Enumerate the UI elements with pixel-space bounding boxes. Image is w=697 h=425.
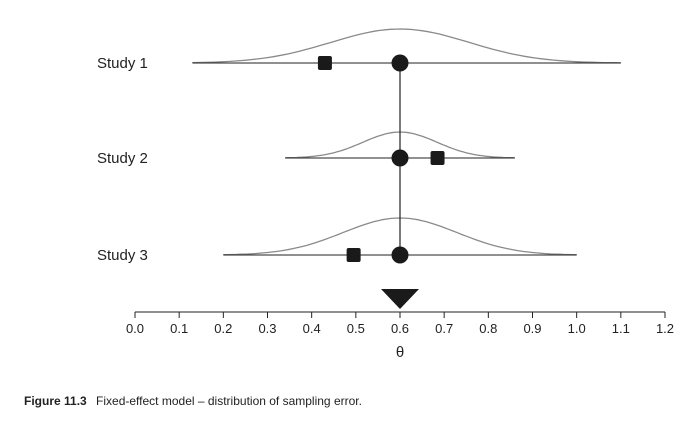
x-tick-label-6: 0.6 [391, 321, 409, 336]
x-tick-label-8: 0.8 [479, 321, 497, 336]
x-tick-label-9: 0.9 [523, 321, 541, 336]
x-tick-label-5: 0.5 [347, 321, 365, 336]
x-tick-label-7: 0.7 [435, 321, 453, 336]
caption-label: Figure 11.3 [24, 394, 87, 408]
observed-effect-square-study-1 [317, 56, 332, 70]
observed-effect-square-study-2 [430, 151, 445, 165]
summary-effect-triangle [381, 289, 419, 309]
x-axis: 0.0 0.1 0.2 0.3 0.4 0.5 0.6 0.7 0.8 0.9 1.0 1.1 1.2 [126, 311, 674, 336]
study-label-3: Study 3 [97, 247, 148, 264]
observed-effect-square-study-3 [346, 248, 361, 262]
true-effect-circle-study-2 [391, 149, 409, 167]
x-tick-label-0: 0.0 [126, 321, 144, 336]
x-tick-label-3: 0.3 [258, 321, 276, 336]
x-tick-label-4: 0.4 [303, 321, 321, 336]
x-tick-label-12: 1.2 [656, 321, 674, 336]
study-labels: Study 1 Study 2 Study 3 [97, 55, 148, 264]
figure-caption: Figure 11.3 Fixed-effect model – distrib… [24, 394, 362, 408]
x-tick-label-2: 0.2 [214, 321, 232, 336]
x-tick-label-1: 0.1 [170, 321, 188, 336]
true-effect-circle-study-3 [391, 246, 409, 264]
true-effect-circle-study-1 [391, 54, 409, 72]
study-label-1: Study 1 [97, 55, 148, 72]
x-axis-label: θ [396, 344, 404, 361]
x-tick-label-10: 1.0 [568, 321, 586, 336]
caption-text: Fixed-effect model – distribution of sam… [96, 394, 362, 408]
sampling-curve-study-1 [192, 28, 621, 64]
study-label-2: Study 2 [97, 150, 148, 167]
study-markers [317, 54, 445, 309]
x-tick-label-11: 1.1 [612, 321, 630, 336]
